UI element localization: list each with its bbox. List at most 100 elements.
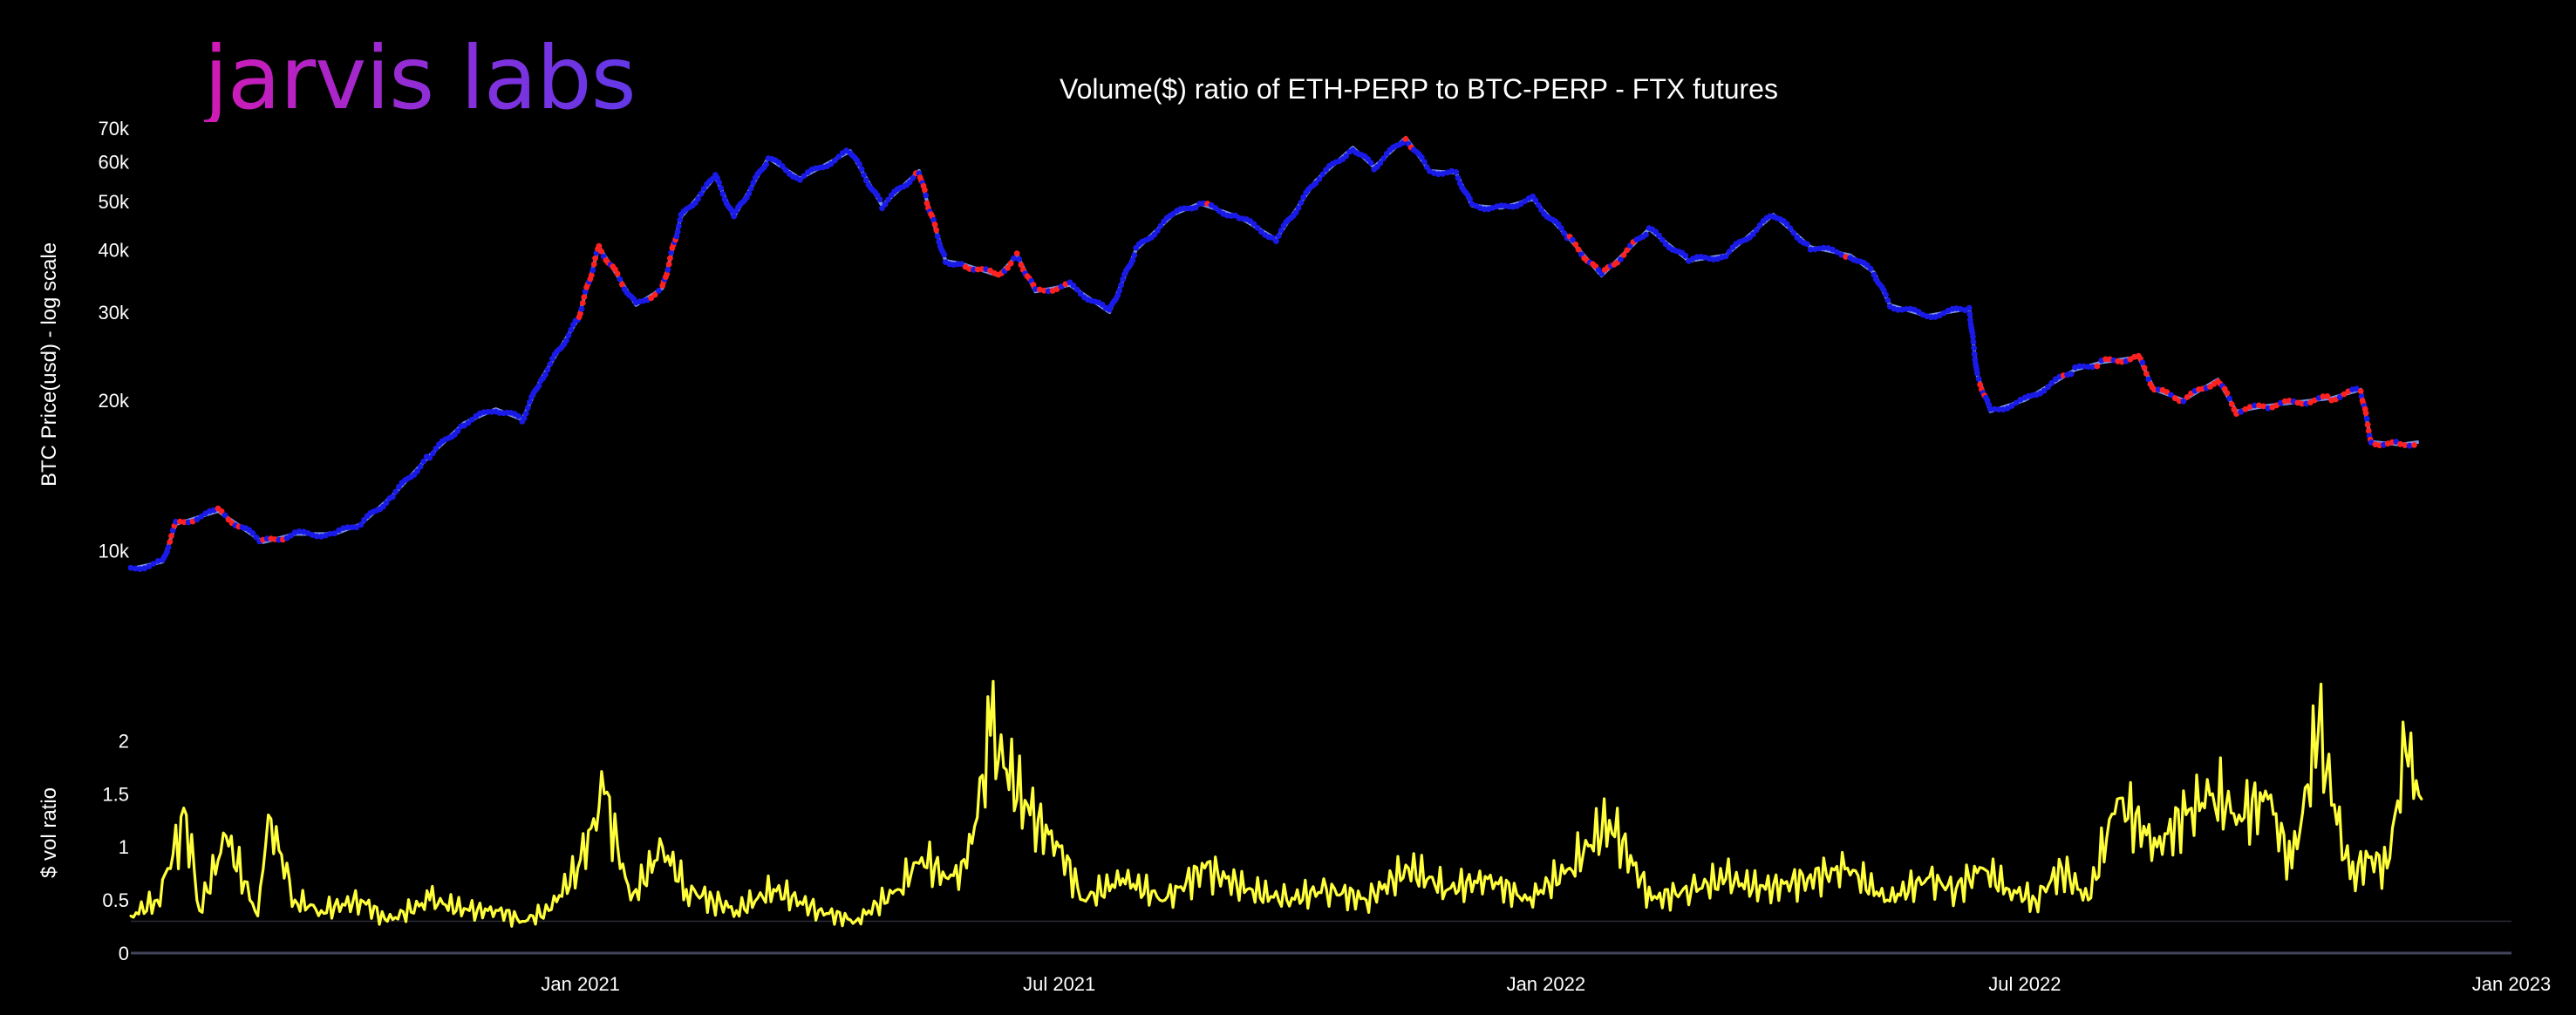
price-marker xyxy=(2094,363,2101,370)
x-tick-label: Jul 2021 xyxy=(1023,973,1095,995)
price-marker xyxy=(1575,246,1582,253)
price-marker xyxy=(2171,395,2178,402)
price-y-tick-label: 50k xyxy=(99,191,130,213)
price-marker xyxy=(1992,405,1998,412)
price-marker xyxy=(731,213,737,220)
price-marker xyxy=(1973,370,1980,377)
price-y-axis-ticks: 10k 20k 30k 40k 50k 60k 70k xyxy=(99,118,130,562)
ratio-point xyxy=(256,914,260,917)
ratio-point xyxy=(1650,898,1653,902)
ratio-point xyxy=(497,909,501,912)
price-marker xyxy=(1880,287,1887,294)
ratio-point xyxy=(2187,808,2191,811)
ratio-point xyxy=(2348,877,2352,881)
price-marker xyxy=(1535,201,1542,208)
price-marker xyxy=(2143,371,2150,377)
price-marker xyxy=(651,291,658,298)
ratio-point xyxy=(267,814,270,817)
price-marker xyxy=(1538,207,1544,214)
price-marker xyxy=(936,239,943,245)
ratio-point xyxy=(2367,855,2370,859)
price-marker xyxy=(521,415,528,421)
ratio-point xyxy=(1568,867,1571,869)
ratio-point xyxy=(711,898,714,902)
price-marker xyxy=(861,172,868,179)
ratio-point xyxy=(685,888,688,891)
price-marker xyxy=(1005,264,1011,271)
price-marker xyxy=(1749,231,1756,238)
price-marker xyxy=(1192,204,1199,211)
price-marker xyxy=(535,383,542,389)
ratio-point xyxy=(2266,797,2270,800)
price-marker xyxy=(2402,442,2409,448)
price-marker xyxy=(1987,405,1993,412)
price-marker xyxy=(588,272,595,278)
price-marker xyxy=(695,195,701,202)
price-marker xyxy=(1970,338,1977,345)
ratio-point xyxy=(428,898,432,902)
price-marker xyxy=(2357,388,2364,394)
price-marker xyxy=(1884,297,1891,303)
price-marker xyxy=(1532,197,1539,204)
x-tick-label: Jan 2021 xyxy=(541,973,620,995)
price-marker xyxy=(1572,241,1579,248)
ratio-point xyxy=(224,834,228,838)
ratio-point xyxy=(1121,877,1124,881)
price-marker xyxy=(677,217,684,223)
ratio-point xyxy=(1885,898,1889,902)
price-marker xyxy=(150,561,157,567)
price-marker xyxy=(168,533,174,539)
price-marker xyxy=(392,488,399,495)
price-y-tick-label: 10k xyxy=(99,541,130,562)
ratio-y-tick-label: 1.5 xyxy=(102,783,129,805)
price-marker xyxy=(2072,364,2078,371)
price-marker xyxy=(221,512,228,519)
price-marker xyxy=(1971,344,1978,351)
price-marker xyxy=(1377,160,1384,167)
price-marker xyxy=(1903,306,1910,312)
price-marker xyxy=(1467,195,1473,202)
price-marker xyxy=(1783,221,1790,228)
price-marker xyxy=(1807,246,1814,253)
price-marker xyxy=(614,270,621,277)
price-marker xyxy=(414,468,420,474)
ratio-point xyxy=(1980,867,1984,869)
price-marker xyxy=(664,266,671,273)
price-marker xyxy=(420,458,427,465)
price-marker xyxy=(396,483,402,490)
ratio-point xyxy=(2211,792,2214,795)
price-marker xyxy=(579,300,586,306)
price-marker xyxy=(2336,394,2343,400)
price-marker xyxy=(2102,356,2109,363)
price-marker xyxy=(2151,386,2157,393)
ratio-point xyxy=(817,909,821,912)
price-marker xyxy=(1971,351,1978,358)
price-marker xyxy=(1659,236,1666,243)
price-marker xyxy=(2226,395,2233,402)
price-marker xyxy=(336,527,342,534)
price-marker xyxy=(1756,221,1763,228)
price-marker xyxy=(2363,415,2370,422)
price-marker xyxy=(667,255,673,262)
price-marker xyxy=(619,281,625,288)
price-marker xyxy=(2045,384,2051,391)
price-marker xyxy=(1292,209,1299,216)
price-marker xyxy=(313,533,320,540)
price-marker xyxy=(1883,291,1890,298)
ratio-point xyxy=(735,909,739,912)
price-marker xyxy=(1254,224,1261,231)
price-marker xyxy=(910,174,917,181)
price-marker xyxy=(173,518,180,525)
ratio-point xyxy=(2060,867,2063,869)
price-marker xyxy=(141,565,148,572)
price-marker xyxy=(542,371,549,378)
price-marker xyxy=(253,534,260,541)
price-marker xyxy=(1016,255,1022,262)
ratio-point xyxy=(2007,888,2011,891)
price-marker xyxy=(349,524,356,531)
price-marker xyxy=(1977,381,1984,388)
price-marker xyxy=(1058,283,1065,290)
ratio-point xyxy=(1608,819,1612,822)
price-marker xyxy=(2242,405,2249,412)
ratio-point xyxy=(946,877,950,881)
